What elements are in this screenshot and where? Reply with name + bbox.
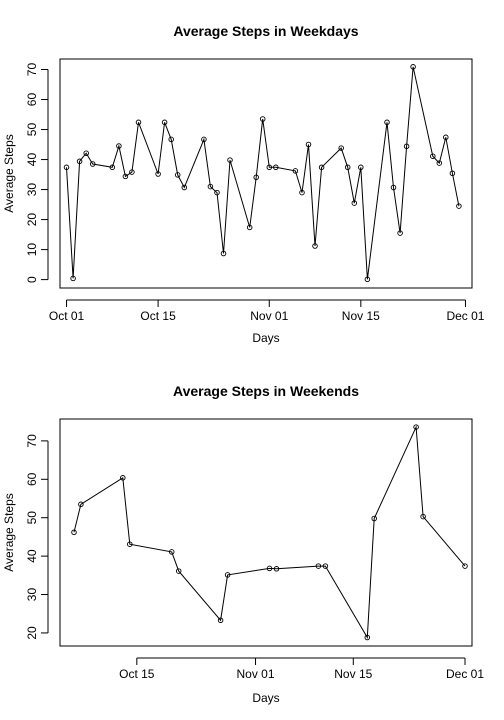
x-axis-label: Days — [252, 331, 279, 345]
x-tick-label: Nov 15 — [342, 309, 380, 323]
data-point — [135, 119, 142, 126]
data-point — [436, 160, 443, 166]
data-point — [227, 157, 233, 163]
data-point — [266, 164, 273, 171]
y-tick-label: 20 — [25, 626, 39, 640]
data-point — [116, 143, 122, 149]
data-point — [371, 515, 377, 522]
data-point — [161, 119, 168, 126]
x-tick-label: Oct 15 — [119, 667, 155, 681]
y-tick-label: 0 — [25, 276, 39, 283]
y-tick-label: 40 — [25, 153, 39, 167]
data-point — [259, 116, 266, 122]
data-point — [78, 501, 84, 508]
data-point — [390, 184, 397, 191]
data-point — [449, 170, 456, 177]
data-point — [224, 572, 231, 578]
data-point — [129, 169, 135, 175]
plot-frame — [59, 58, 473, 289]
data-point — [344, 164, 351, 171]
data-point — [155, 171, 161, 177]
y-tick-label: 70 — [25, 63, 39, 77]
plot-frame — [59, 418, 473, 647]
data-point — [273, 164, 279, 171]
data-point — [71, 529, 77, 536]
data-point — [246, 224, 253, 231]
y-tick-label: 20 — [25, 213, 39, 227]
x-axis-label: Days — [252, 691, 279, 705]
data-point — [322, 563, 329, 569]
data-point — [168, 136, 174, 143]
data-point — [214, 189, 220, 196]
data-point — [358, 164, 364, 171]
data-point — [351, 200, 358, 206]
data-point — [413, 424, 419, 430]
data-point — [273, 566, 280, 572]
chart-title: Average Steps in Weekdays — [173, 23, 358, 39]
y-tick-label: 60 — [25, 93, 39, 107]
y-tick-label: 50 — [25, 511, 39, 525]
data-point — [122, 173, 129, 180]
y-tick-label: 50 — [25, 123, 39, 137]
data-point — [266, 565, 273, 572]
x-tick-label: Oct 15 — [140, 309, 176, 323]
x-tick-label: Dec 01 — [446, 309, 484, 323]
data-point — [127, 541, 133, 547]
y-tick-label: 60 — [25, 472, 39, 486]
data-point — [410, 64, 416, 70]
data-point — [462, 563, 468, 569]
data-point — [120, 475, 126, 481]
data-point — [430, 153, 436, 159]
data-point — [217, 617, 224, 624]
data-point — [175, 568, 182, 574]
data-point — [70, 275, 76, 282]
x-tick-label: Nov 01 — [237, 667, 275, 681]
data-point — [456, 203, 462, 209]
data-point — [168, 549, 175, 555]
x-tick-label: Nov 01 — [250, 309, 288, 323]
data-point — [109, 164, 116, 171]
data-point — [174, 172, 181, 178]
data-point — [318, 164, 325, 171]
y-tick-label: 40 — [25, 549, 39, 563]
x-tick-label: Dec 01 — [446, 667, 484, 681]
data-point — [292, 168, 299, 174]
data-point — [207, 183, 214, 190]
data-point — [364, 634, 371, 641]
data-point — [220, 250, 227, 257]
y-tick-label: 10 — [25, 243, 39, 257]
data-point — [443, 134, 449, 141]
data-point — [181, 184, 188, 191]
data-point — [315, 563, 322, 569]
chart-panel-weekends: Average Steps in Weekends Oct 15 Nov 01 Nov… — [2, 383, 484, 705]
data-point — [305, 141, 312, 148]
data-point — [403, 143, 410, 150]
data-point — [312, 243, 318, 249]
series-line — [66, 66, 460, 280]
data-point — [364, 276, 371, 283]
series-line — [73, 425, 466, 640]
data-point — [397, 230, 403, 236]
y-tick-label: 30 — [25, 588, 39, 602]
data-point — [384, 119, 390, 126]
data-point — [89, 161, 96, 167]
x-tick-label: Nov 15 — [334, 667, 372, 681]
chart-panel-weekdays: Average Steps in Weekdays Oct 01 Oct 15 Nov… — [2, 23, 485, 345]
x-tick-label: Oct 01 — [49, 309, 85, 323]
y-axis-label: Average Steps — [2, 134, 16, 213]
data-point — [253, 174, 259, 181]
data-point — [299, 189, 305, 196]
data-point — [201, 136, 207, 143]
data-point — [76, 158, 83, 165]
y-tick-label: 70 — [25, 434, 39, 448]
data-point — [420, 513, 426, 520]
chart-title: Average Steps in Weekends — [173, 383, 359, 399]
data-point — [83, 150, 89, 156]
y-tick-label: 30 — [25, 183, 39, 197]
data-point — [338, 145, 344, 151]
y-axis-label: Average Steps — [2, 493, 16, 572]
data-point — [63, 164, 70, 171]
